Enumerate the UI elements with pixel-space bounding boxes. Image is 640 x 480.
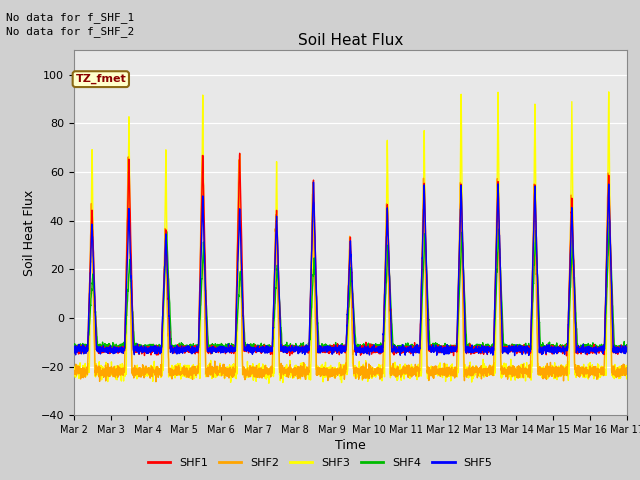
X-axis label: Time: Time (335, 439, 366, 452)
Legend: SHF1, SHF2, SHF3, SHF4, SHF5: SHF1, SHF2, SHF3, SHF4, SHF5 (143, 453, 497, 472)
Text: No data for f_SHF_1: No data for f_SHF_1 (6, 12, 134, 23)
Y-axis label: Soil Heat Flux: Soil Heat Flux (23, 190, 36, 276)
Text: No data for f_SHF_2: No data for f_SHF_2 (6, 26, 134, 37)
Text: TZ_fmet: TZ_fmet (76, 74, 126, 84)
Title: Soil Heat Flux: Soil Heat Flux (298, 33, 403, 48)
